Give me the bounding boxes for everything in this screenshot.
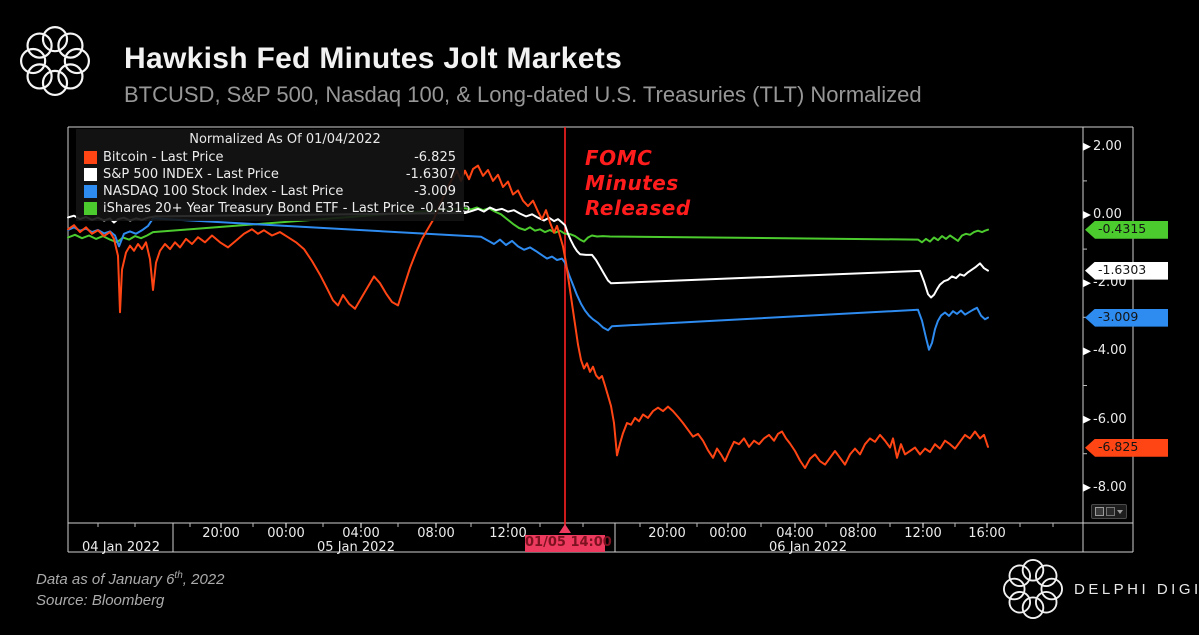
legend-value: -3.009 bbox=[414, 184, 456, 199]
page-subtitle: BTCUSD, S&P 500, Nasdaq 100, & Long-date… bbox=[124, 82, 922, 107]
annotation-line: Minutes bbox=[585, 171, 679, 195]
legend-label: S&P 500 INDEX - Last Price bbox=[103, 167, 279, 182]
legend-label: Bitcoin - Last Price bbox=[103, 150, 224, 165]
sp500-swatch-icon bbox=[84, 168, 97, 181]
page-title: Hawkish Fed Minutes Jolt Markets bbox=[124, 42, 623, 75]
nasdaq-swatch-icon bbox=[84, 185, 97, 198]
mini-panel-icon bbox=[1106, 507, 1115, 516]
delphi-logo-icon bbox=[20, 26, 90, 96]
data-as-of-text: Data as of January 6th, 2022 bbox=[36, 570, 225, 588]
legend-row-tlt: iShares 20+ Year Treasury Bond ETF - Las… bbox=[84, 200, 471, 217]
legend-row-nasdaq: NASDAQ 100 Stock Index - Last Price -3.0… bbox=[84, 183, 456, 200]
delphi-digital-logo-icon bbox=[1003, 559, 1063, 619]
legend-value: -6.825 bbox=[414, 150, 456, 165]
fomc-annotation: FOMC Minutes Released bbox=[585, 146, 691, 221]
legend-label: NASDAQ 100 Stock Index - Last Price bbox=[103, 184, 344, 199]
legend-title: Normalized As Of 01/04/2022 bbox=[189, 132, 381, 147]
mini-chart-icon bbox=[1095, 507, 1104, 516]
chart-options-icon[interactable] bbox=[1091, 504, 1127, 519]
source-text: Source: Bloomberg bbox=[36, 592, 165, 609]
chart-legend: Normalized As Of 01/04/2022 Bitcoin - La… bbox=[76, 129, 471, 221]
footer-note: Data as of January 6th, 2022 Source: Blo… bbox=[36, 565, 224, 611]
annotation-line: FOMC bbox=[585, 146, 653, 170]
legend-label: iShares 20+ Year Treasury Bond ETF - Las… bbox=[103, 201, 415, 216]
bitcoin-swatch-icon bbox=[84, 151, 97, 164]
legend-value: -0.4315 bbox=[420, 201, 471, 216]
legend-row-bitcoin: Bitcoin - Last Price -6.825 bbox=[84, 149, 456, 166]
legend-value: -1.6307 bbox=[405, 167, 456, 182]
legend-row-sp500: S&P 500 INDEX - Last Price -1.6307 bbox=[84, 166, 456, 183]
chevron-down-icon bbox=[1117, 509, 1123, 514]
tlt-swatch-icon bbox=[84, 202, 97, 215]
annotation-line: Released bbox=[585, 196, 691, 220]
delphi-digital-wordmark: DELPHI DIGITAL bbox=[1074, 581, 1199, 598]
